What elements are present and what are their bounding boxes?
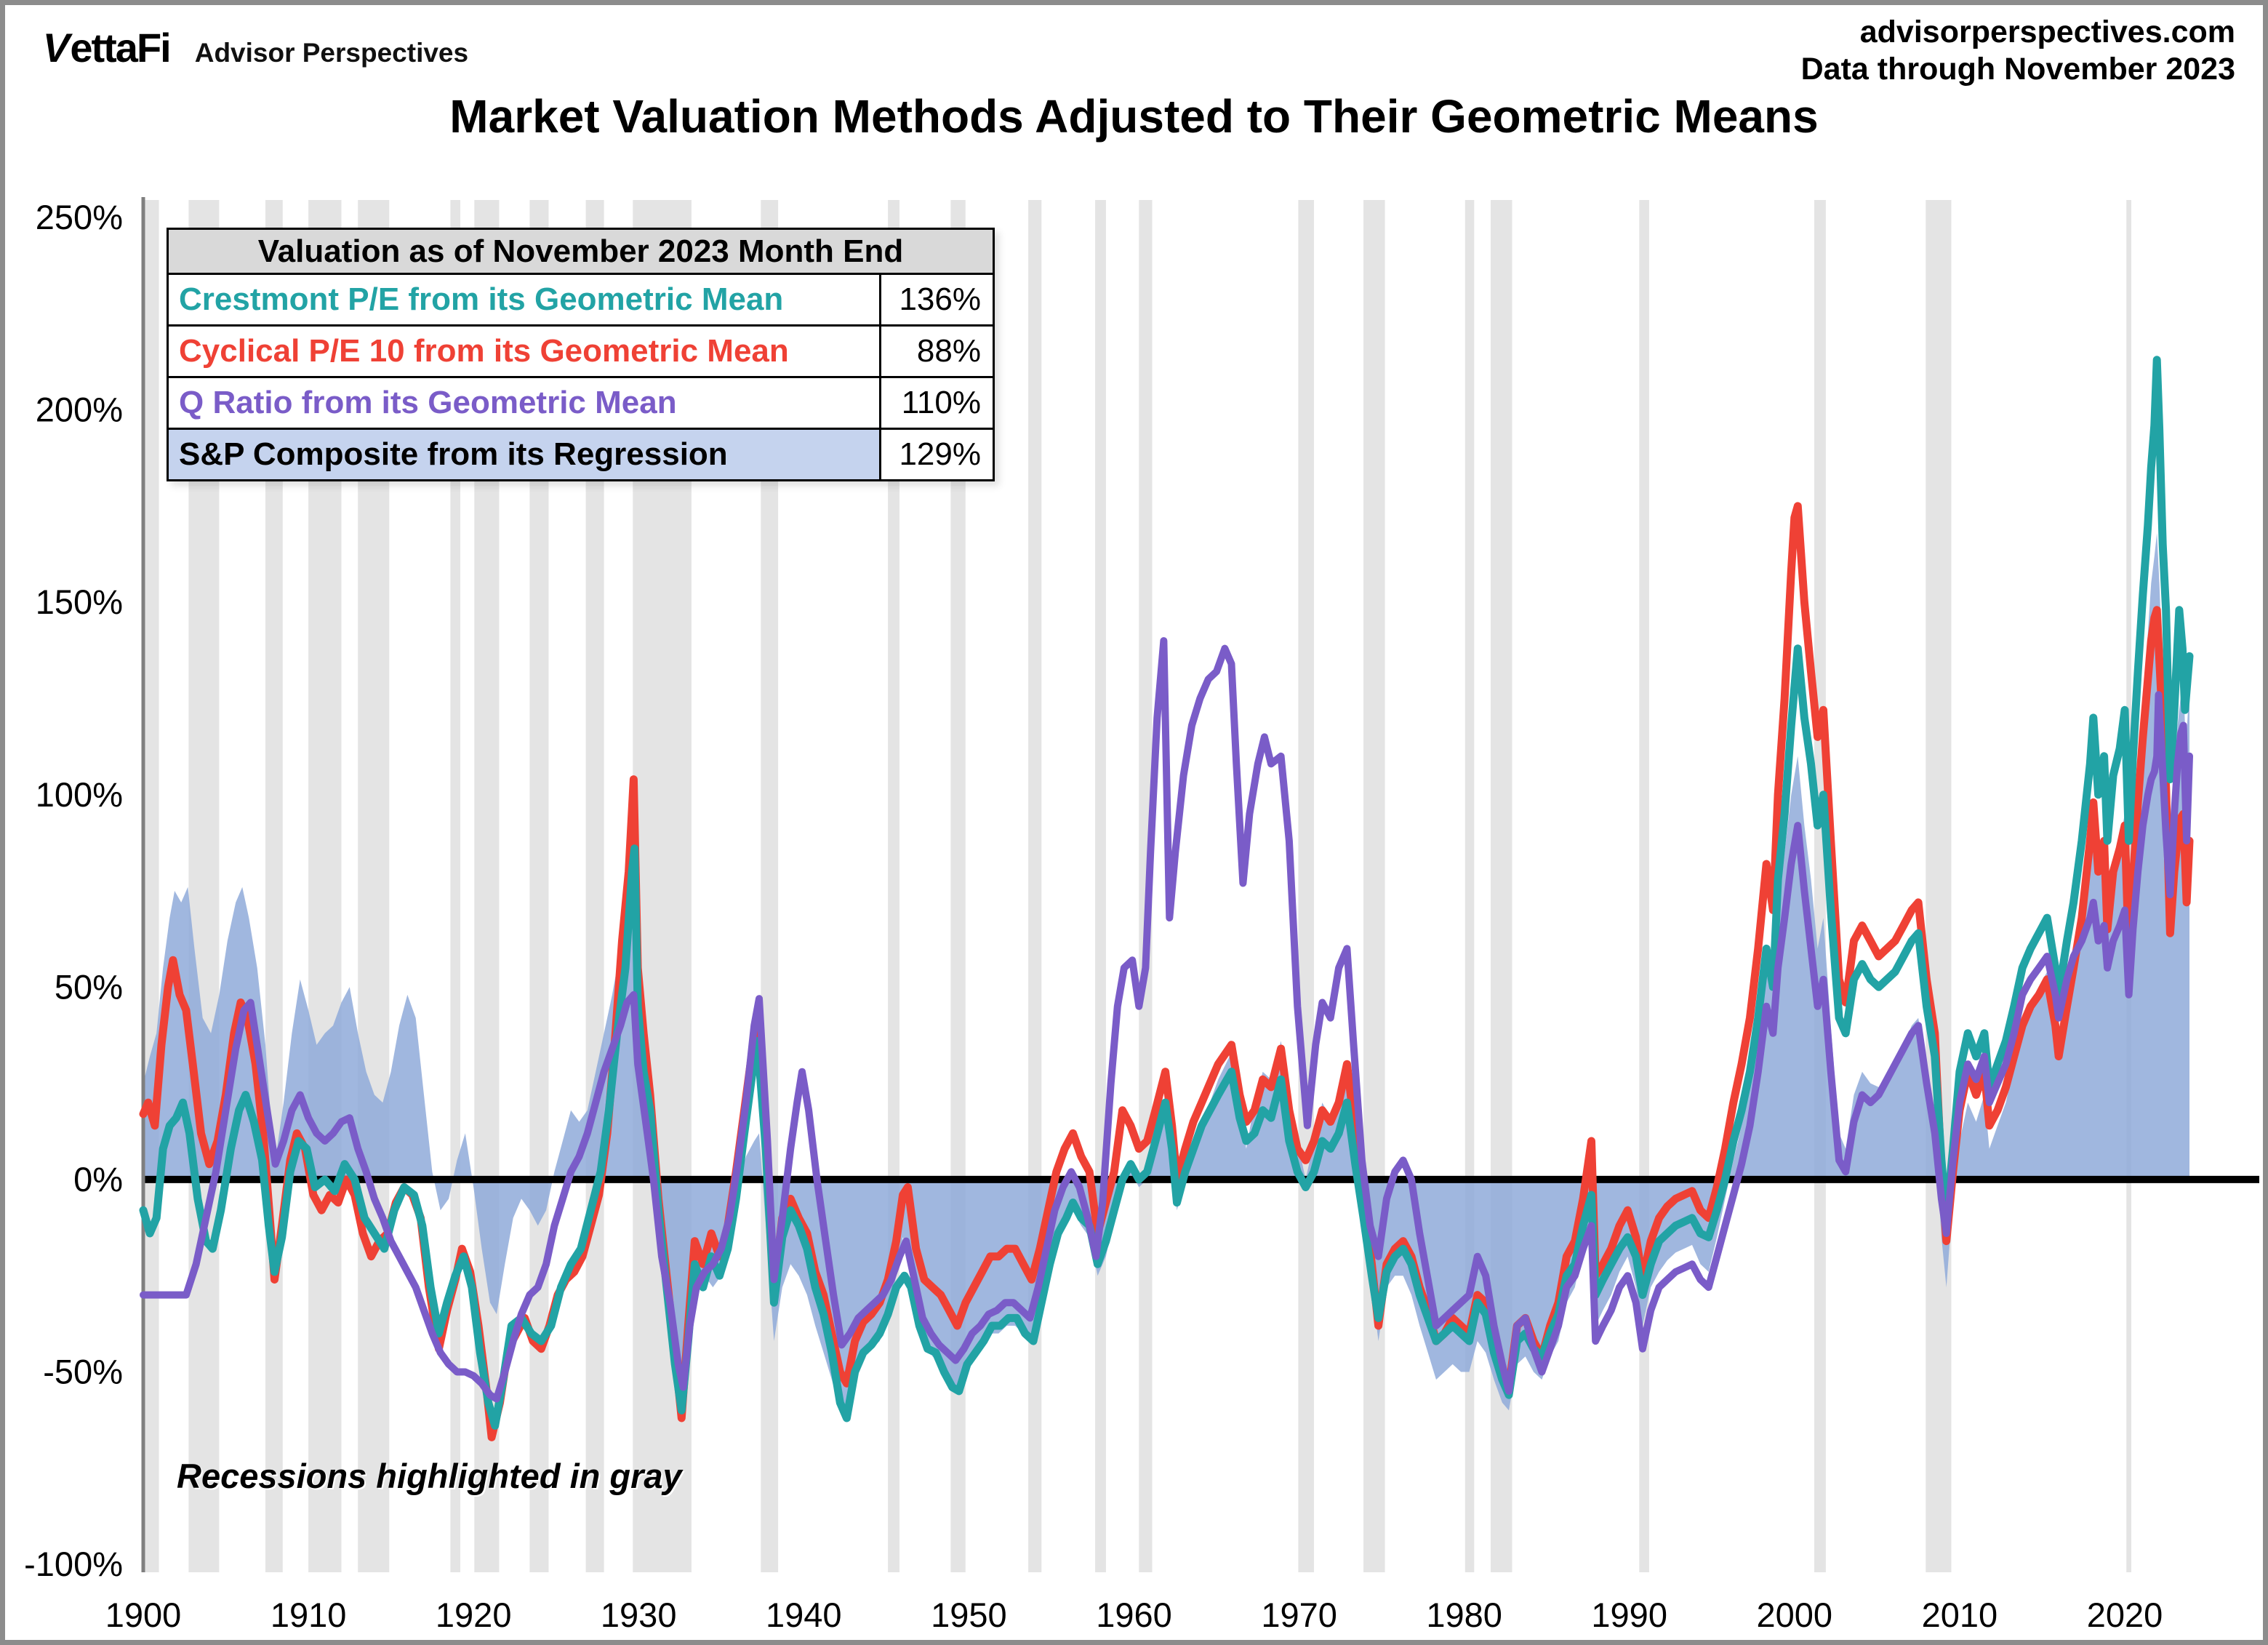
site-block: advisorperspectives.com Data through Nov… [1801,14,2235,87]
vettafi-v-icon: V [38,25,74,71]
recession-band [143,200,159,1572]
table-row: Crestmont P/E from its Geometric Mean 13… [167,273,995,327]
valuation-chart: 250% 200% 150% 100% 50% 0% -50% -100% 1900 1910 19… [24,197,2259,1634]
recession-band [1028,200,1042,1572]
x-tick-label: 1960 [1096,1596,1172,1634]
x-tick-label: 2010 [1922,1596,1998,1634]
legend-label-cyclical-pe10: Cyclical P/E 10 from its Geometric Mean [167,324,881,378]
recession-band [1639,200,1649,1572]
valuation-table: Valuation as of November 2023 Month End … [167,228,995,481]
advisor-perspectives-label: Advisor Perspectives [194,38,469,68]
valuation-table-header: Valuation as of November 2023 Month End [167,228,995,275]
recessions-footnote: Recessions highlighted in gray [177,1457,682,1495]
legend-value-q-ratio: 110% [879,376,995,430]
valuation-table-header-row: Valuation as of November 2023 Month End [167,228,995,275]
y-tick-label: 150% [36,583,123,621]
recession-band [450,200,460,1572]
series-line-crestmont [139,356,2194,1430]
x-tick-label: 1970 [1261,1596,1337,1634]
recession-band [1095,200,1106,1572]
y-tick-label: 250% [36,198,123,236]
y-tick-label: -100% [24,1545,123,1583]
y-tick-label: 0% [73,1160,123,1198]
data-through-label: Data through November 2023 [1800,51,2235,87]
legend-label-sp-composite: S&P Composite from its Regression [167,428,881,481]
table-row: Cyclical P/E 10 from its Geometric Mean … [167,324,995,378]
vettafi-logo-text: ettaFi [70,25,171,71]
site-url: advisorperspectives.com [1859,15,2235,49]
page-title: Market Valuation Methods Adjusted to The… [449,90,1819,143]
legend-value-sp-composite: 129% [879,428,995,481]
table-row: Q Ratio from its Geometric Mean 110% [167,376,995,430]
x-tick-label: 1980 [1426,1596,1502,1634]
y-tick-label: 200% [36,391,123,429]
x-tick-label: 1950 [931,1596,1007,1634]
y-tick-label: 50% [55,967,123,1006]
legend-value-cyclical-pe10: 88% [879,324,995,378]
brand-bar: VettaFi Advisor Perspectives [38,24,469,71]
y-tick-label: -50% [43,1353,123,1391]
series-line-q_ratio [140,637,2193,1403]
legend-label-crestmont: Crestmont P/E from its Geometric Mean [167,273,881,327]
legend-label-q-ratio: Q Ratio from its Geometric Mean [167,376,881,430]
x-tick-label: 1900 [105,1596,182,1634]
recession-band [1926,200,1952,1572]
x-tick-label: 2020 [2087,1596,2163,1634]
recession-band [1363,200,1385,1572]
x-tick-label: 1910 [271,1596,347,1634]
x-tick-label: 1920 [436,1596,512,1634]
y-tick-label: 100% [36,775,123,814]
x-tick-label: 2000 [1757,1596,1833,1634]
recession-band [1814,200,1826,1572]
legend-value-crestmont: 136% [879,273,995,327]
x-tick-label: 1940 [766,1596,842,1634]
x-tick-label: 1990 [1591,1596,1667,1634]
vettafi-logo: VettaFi [38,24,171,71]
table-row: S&P Composite from its Regression 129% [167,428,995,481]
x-tick-label: 1930 [601,1596,677,1634]
recession-band [1298,200,1314,1572]
